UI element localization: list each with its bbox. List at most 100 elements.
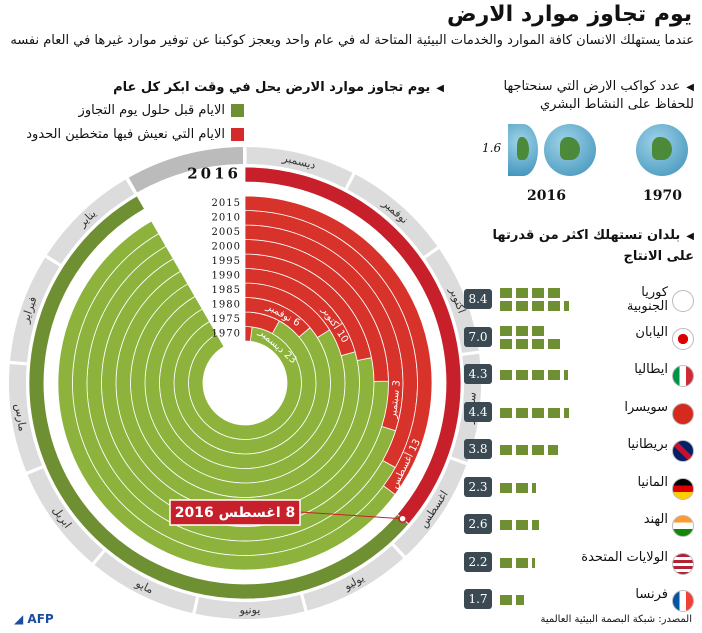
page-title: يوم تجاوز موارد الارض — [447, 2, 692, 27]
unit-square — [516, 520, 528, 530]
unit-square — [548, 301, 560, 311]
month-label: مارس — [12, 403, 29, 433]
month-band-gap — [128, 147, 244, 193]
legend-item-red: الايام التي نعيش فيها متخطين الحدود — [26, 127, 244, 142]
country-bars — [500, 434, 590, 466]
partial-square — [564, 370, 568, 380]
country-row: بريطانيا 3.8 — [464, 434, 694, 466]
country-value: 8.4 — [464, 289, 492, 309]
year-label-2015: 2015 — [212, 198, 241, 209]
flag-italy-icon — [672, 365, 694, 387]
year-label-1975: 1975 — [212, 314, 241, 325]
unit-square — [500, 557, 512, 568]
unit-square — [532, 445, 544, 455]
country-value: 2.2 — [464, 551, 492, 572]
country-row: اليابان 7.0 — [464, 322, 694, 354]
country-bars — [500, 509, 590, 541]
country-row: فرنسا 1.7 — [464, 584, 694, 616]
unit-square — [500, 407, 512, 418]
unit-square — [500, 482, 512, 493]
legend-item-green: الايام قبل حلول يوم التجاوز — [79, 103, 244, 118]
unit-square — [516, 445, 528, 455]
country-name: بريطانيا — [627, 437, 668, 452]
unit-square — [516, 301, 528, 311]
country-value: 4.3 — [464, 364, 492, 384]
callout-line — [299, 511, 403, 520]
unit-square — [532, 301, 544, 311]
flag-usa-icon — [672, 552, 694, 575]
unit-square — [548, 370, 560, 380]
flag-uk-icon — [672, 440, 694, 462]
country-name: الهند — [643, 512, 668, 527]
country-name: فرنسا — [635, 587, 668, 602]
month-band-segment — [27, 468, 104, 563]
unit-square — [516, 557, 528, 568]
legend-label: الايام قبل حلول يوم التجاوز — [78, 103, 225, 118]
unit-square — [516, 407, 528, 418]
callout-label: 8 اغسطس 2016 — [175, 505, 296, 521]
partial-square — [548, 445, 558, 455]
unit-square — [532, 325, 544, 336]
unit-square — [516, 482, 528, 493]
country-name: اليابان — [635, 324, 668, 340]
callout-box — [169, 499, 301, 526]
unit-square — [500, 338, 512, 349]
country-name: كوريا الجنوبية — [626, 285, 668, 314]
unit-square — [516, 288, 528, 298]
triangle-icon: ◀ — [686, 231, 694, 242]
month-band-segment — [394, 459, 467, 556]
country-row: المانيا 2.3 — [464, 472, 694, 504]
country-bars — [500, 322, 590, 354]
flag-germany-icon — [672, 477, 694, 500]
unit-square — [516, 370, 528, 380]
year-label-1995: 1995 — [212, 256, 241, 267]
country-bars — [500, 472, 590, 504]
legend-swatch — [231, 104, 244, 117]
year-label-2005: 2005 — [212, 227, 241, 238]
year-label-1970: 1970 — [212, 328, 241, 339]
triangle-icon: ◀ — [686, 82, 694, 93]
subtitle: عندما يستهلك الانسان كافة الموارد والخدم… — [10, 33, 694, 48]
unit-square — [532, 370, 544, 380]
partial-square — [532, 557, 535, 568]
unit-square — [500, 595, 512, 605]
chart-header: ◀ يوم تجاوز موارد الارض يحل في وقت ابكر ك… — [113, 80, 444, 95]
country-value: 1.7 — [464, 589, 492, 609]
partial-square — [532, 482, 536, 493]
year-label-1985: 1985 — [212, 285, 241, 296]
country-name: الولايات المتحدة — [581, 549, 668, 565]
month-label: يونيو — [238, 603, 260, 616]
chart-header-text: يوم تجاوز موارد الارض يحل في وقت ابكر كل… — [113, 80, 431, 95]
month-band-segment — [246, 147, 353, 189]
year-label-1980: 1980 — [212, 299, 241, 310]
country-value: 2.3 — [464, 476, 492, 497]
unit-square — [548, 288, 560, 298]
unit-square — [532, 407, 544, 418]
planets-2016-year: 2016 — [527, 188, 566, 204]
afp-logo: ◢ AFP — [14, 612, 54, 626]
source-note: المصدر: شبكة البصمة البيئية العالمية — [540, 614, 692, 625]
globe-partial-icon — [508, 124, 538, 176]
country-value: 3.8 — [464, 439, 492, 459]
planets-1970-year: 1970 — [643, 188, 682, 204]
country-bars — [500, 359, 590, 391]
year-label-2000: 2000 — [212, 241, 241, 252]
triangle-icon: ◀ — [436, 83, 444, 94]
country-name: المانيا — [637, 474, 668, 490]
partial-square — [564, 301, 569, 311]
unit-square — [548, 407, 560, 418]
ring-green-1970 — [188, 326, 302, 440]
unit-square — [532, 338, 544, 349]
country-bars — [500, 284, 590, 316]
country-name: ايطاليا — [634, 362, 668, 377]
unit-square — [500, 370, 512, 380]
unit-square — [500, 288, 512, 298]
country-row: الولايات المتحدة 2.2 — [464, 547, 694, 579]
unit-square — [500, 520, 512, 530]
country-row: ايطاليا 4.3 — [464, 359, 694, 391]
year-label-2016: 2016 — [187, 165, 241, 183]
year-label-2010: 2010 — [212, 212, 241, 223]
country-row: الهند 2.6 — [464, 509, 694, 541]
legend-label: الايام التي نعيش فيها متخطين الحدود — [26, 127, 225, 142]
